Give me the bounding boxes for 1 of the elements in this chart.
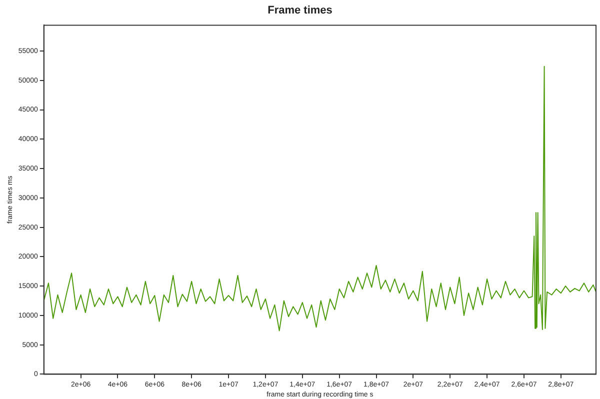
chart-title: Frame times — [268, 4, 332, 17]
